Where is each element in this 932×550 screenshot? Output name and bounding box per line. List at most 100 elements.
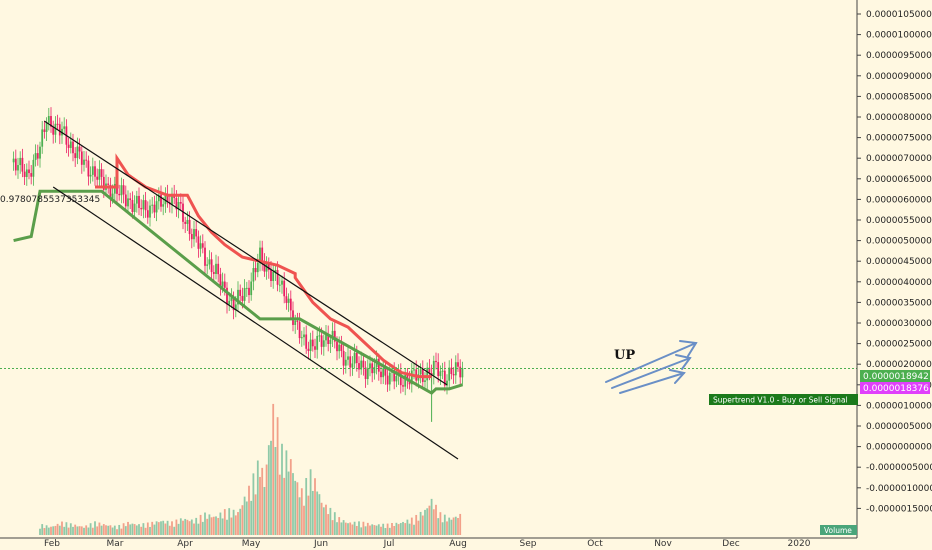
volume-bar (355, 525, 358, 535)
volume-bar (96, 526, 99, 535)
price-axis[interactable]: 0.0000105000 0.0000100000 0.0000095000 0.00… (857, 10, 932, 514)
candle-body (353, 352, 356, 364)
candle-body (384, 368, 387, 376)
candle-body (188, 219, 191, 235)
candle-body (91, 166, 94, 175)
candle-body (122, 185, 125, 195)
y-tick-label: 0.0000055000 (866, 216, 932, 226)
volume-bar (256, 460, 259, 535)
volume-bar (285, 450, 288, 535)
volume-bar (208, 514, 211, 535)
volume-bar (155, 521, 158, 535)
candle-body (338, 344, 341, 352)
volume-bar (349, 522, 352, 535)
volume-bar (219, 512, 222, 535)
volume-bar (52, 526, 55, 535)
volume-bar (83, 527, 85, 535)
volume-bar (43, 528, 46, 535)
volume-bar (98, 522, 101, 535)
candle-body (63, 126, 66, 129)
channel-upper-line (44, 120, 448, 386)
volume-bar (344, 522, 347, 535)
volume-bar (336, 522, 338, 535)
volume-label[interactable]: Volume (820, 525, 857, 535)
volume-bar (228, 508, 231, 535)
volume-bar (41, 524, 44, 535)
candle-body (107, 183, 110, 185)
candle-body (199, 243, 202, 249)
candle-body (245, 287, 248, 289)
candle-body (47, 116, 50, 123)
volume-bar (186, 519, 189, 535)
candle-body (201, 243, 204, 248)
y-tick-label: -0.0000005000 (866, 463, 932, 473)
candle-body (144, 200, 147, 211)
y-tick-label: 0.0000070000 (866, 154, 932, 164)
volume-bar (164, 523, 167, 535)
volume-bar (386, 523, 389, 535)
y-tick-label: 0.0000080000 (866, 113, 932, 123)
volume-bar (113, 525, 116, 535)
candle-body (360, 360, 363, 370)
volume-bar (179, 518, 182, 535)
volume-bar (307, 495, 310, 535)
volume-bar (223, 509, 226, 535)
volume-label-text: Volume (824, 526, 852, 535)
volume-bar (452, 517, 455, 535)
volume-bar (76, 526, 79, 535)
volume-bar (102, 524, 105, 535)
volume-bar (320, 502, 323, 535)
candle-body (287, 298, 290, 303)
y-tick-label: 0.0000075000 (866, 134, 932, 144)
y-tick-label: 0.0000030000 (866, 319, 932, 329)
volume-bar (270, 440, 272, 535)
x-tick-label: May (242, 539, 261, 549)
candle-body (232, 296, 235, 311)
candle-body (21, 157, 24, 172)
candle-body (162, 204, 165, 207)
volume-bar (296, 482, 299, 535)
candle-body (17, 165, 19, 171)
candle-body (142, 200, 145, 210)
candle-body (120, 185, 123, 196)
volume-bar (239, 508, 242, 535)
candle-body (30, 173, 33, 177)
candle-body (305, 334, 308, 349)
candle-body (212, 272, 215, 274)
candle-body (175, 198, 178, 210)
volume-bar (254, 494, 257, 535)
x-tick-label: Sep (520, 539, 537, 549)
candle-body (329, 339, 332, 344)
volume-bar (309, 469, 312, 535)
candle-body (94, 166, 96, 177)
volume-bar (142, 523, 145, 535)
candle-body (362, 360, 365, 368)
candle-body (298, 321, 301, 339)
candle-body (133, 203, 136, 213)
candle-body (281, 280, 283, 285)
candle-body (272, 271, 275, 282)
candle-body (241, 295, 244, 301)
volume-bar (459, 513, 462, 535)
candle-body (413, 369, 415, 371)
supertrend-signal-label[interactable]: Supertrend V1.0 - Buy or Sell Signal (709, 394, 858, 405)
volume-bar (138, 524, 140, 535)
candle-body (307, 348, 310, 352)
candle-body (34, 153, 37, 160)
candle-body (283, 280, 286, 297)
candle-body (250, 281, 253, 296)
candle-body (210, 259, 213, 273)
candle-body (342, 350, 345, 366)
volume-bar (408, 523, 411, 535)
volume-bar (333, 512, 336, 535)
volume-bar (388, 527, 391, 535)
volume-bar (78, 526, 81, 535)
time-axis[interactable]: Feb Mar Apr May Jun Jul Aug Sep Oct Nov Dec 2020 (44, 539, 811, 549)
volume-bar (318, 494, 321, 535)
candle-body (294, 320, 297, 325)
candle-body (406, 374, 409, 381)
volume-bar (226, 519, 228, 535)
candle-body (289, 298, 292, 311)
volume-bar (206, 518, 209, 535)
volume-bar (287, 471, 290, 535)
